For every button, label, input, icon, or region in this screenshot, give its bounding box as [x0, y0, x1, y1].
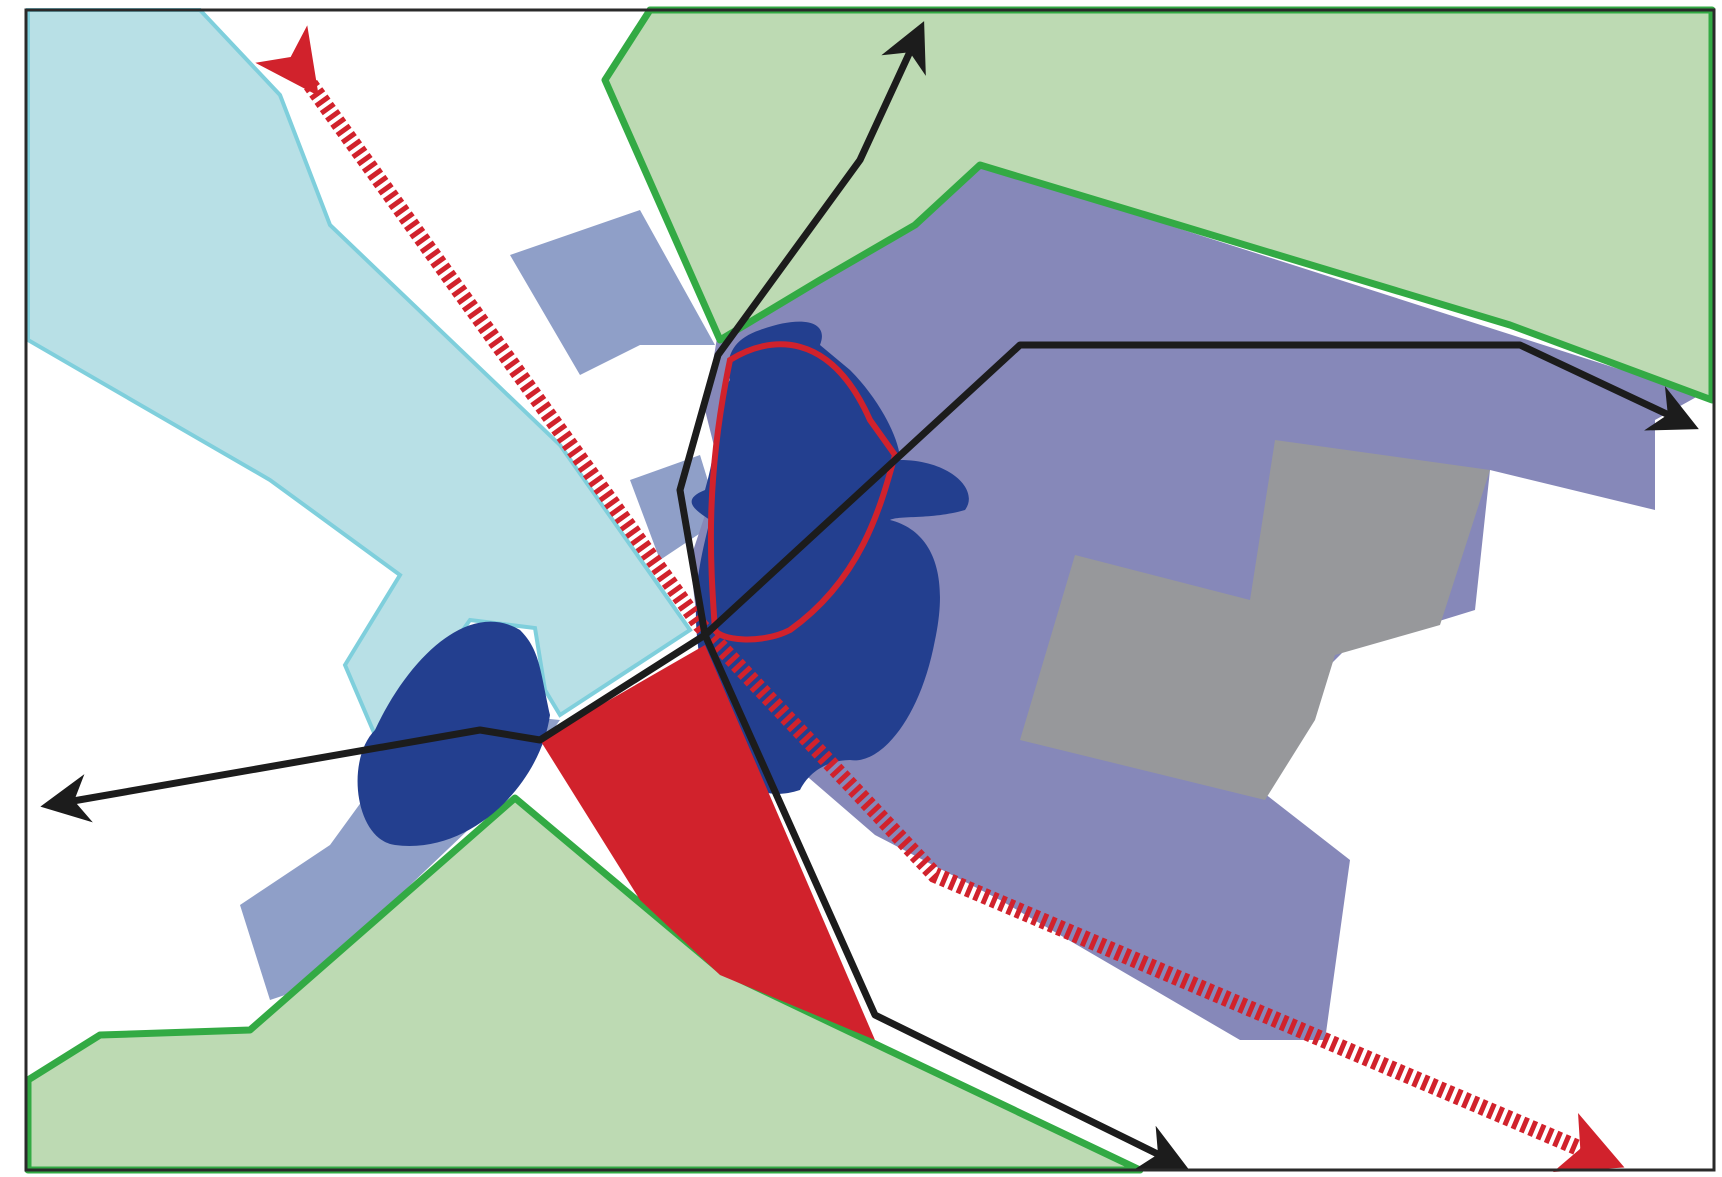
route-arrow-north — [676, 21, 926, 636]
route-arrow-east — [702, 341, 1699, 638]
red-dashed-arrow — [255, 25, 1625, 1172]
route-arrow-west — [40, 632, 707, 823]
route-arrow-southeast — [701, 633, 1189, 1170]
map-frame — [24, 8, 1716, 1172]
